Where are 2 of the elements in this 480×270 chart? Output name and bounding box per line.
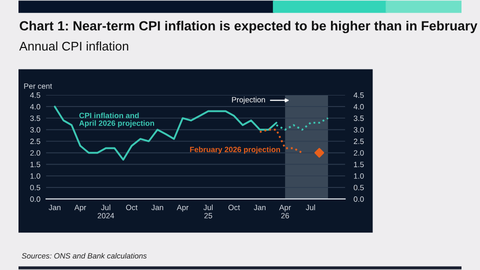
chart-title: Chart 1: Near-term CPI inflation is expected to be higher than in February <box>20 20 478 34</box>
chart-subtitle: Annual CPI inflation <box>19 41 128 51</box>
